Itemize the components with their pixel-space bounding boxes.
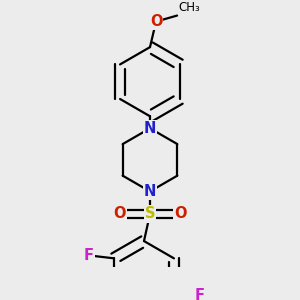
Text: F: F <box>194 288 205 300</box>
Text: S: S <box>145 206 155 221</box>
Text: F: F <box>83 248 94 263</box>
Text: O: O <box>114 206 126 221</box>
Text: N: N <box>144 121 156 136</box>
Text: O: O <box>174 206 186 221</box>
Text: N: N <box>144 184 156 199</box>
Text: CH₃: CH₃ <box>178 1 200 14</box>
Text: O: O <box>150 14 162 29</box>
